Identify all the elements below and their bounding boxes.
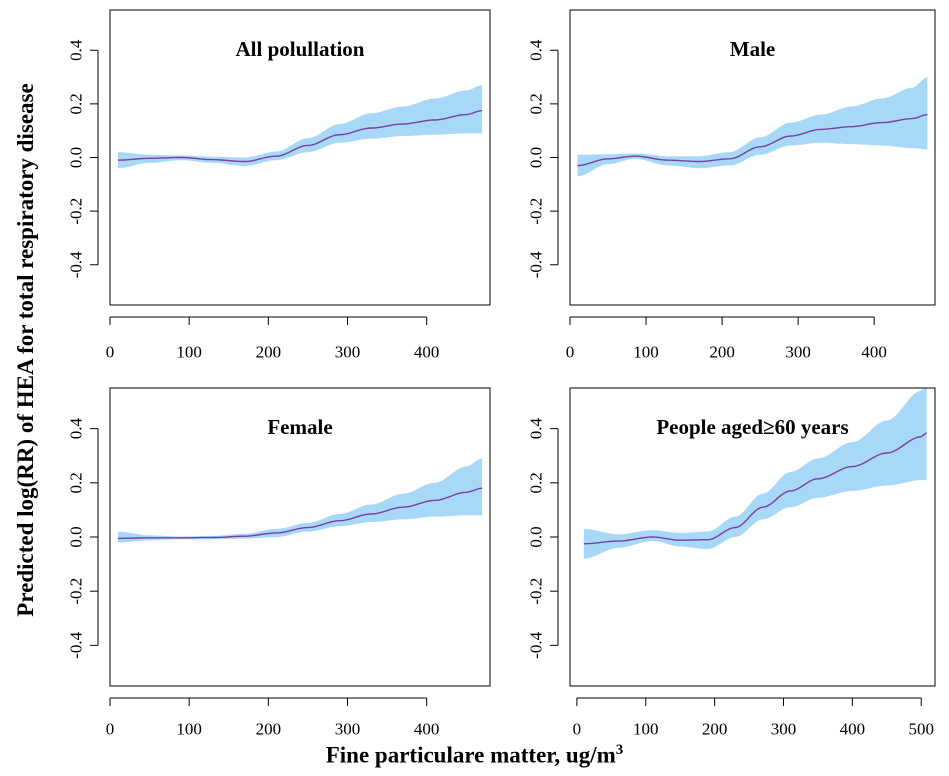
x-tick-label: 0 (106, 343, 115, 362)
y-tick-label: 0.0 (527, 526, 546, 547)
x-tick-label: 0 (573, 720, 582, 739)
x-tick-label: 400 (414, 343, 440, 362)
plot-frame (569, 9, 936, 306)
y-tick-label: -0.4 (527, 251, 546, 278)
x-tick-label: 200 (256, 343, 282, 362)
x-axis: 0 100 200 300 400 (106, 697, 440, 739)
panel-3: Female -0.4 -0.2 0.0 0.2 0.4 0 100 200 300 400 (67, 387, 491, 739)
x-axis-label-superscript: 3 (615, 742, 624, 758)
x-tick-label: 100 (633, 720, 659, 739)
x-axis-label: Fine particulare matter, ug/m (325, 742, 616, 768)
x-tick-label: 200 (702, 720, 728, 739)
x-tick-label: 200 (256, 720, 282, 739)
x-tick-label: 100 (633, 343, 659, 362)
fitted-line (117, 109, 483, 163)
x-tick-label: 400 (840, 720, 866, 739)
y-tick-label: 0.2 (527, 472, 546, 493)
confidence-band (117, 85, 483, 169)
x-tick-label: 300 (335, 720, 361, 739)
y-axis-label-container: Predicted log(RR) of HEA for total respi… (6, 0, 46, 700)
x-tick-label: 400 (861, 343, 887, 362)
x-tick-label: 100 (176, 720, 202, 739)
y-tick-label: 0.4 (527, 418, 546, 440)
panel-title: Male (730, 37, 775, 61)
x-axis-label-container: Fine particulare matter, ug/m3 (0, 742, 949, 769)
x-tick-label: 0 (566, 343, 575, 362)
x-tick-label: 300 (335, 343, 361, 362)
y-axis: -0.4 -0.2 0.0 0.2 0.4 (67, 418, 99, 659)
y-tick-label: 0.0 (67, 147, 86, 168)
plot-frame (569, 387, 936, 687)
y-tick-label: -0.4 (527, 631, 546, 658)
y-tick-label: 0.0 (67, 526, 86, 547)
fitted-line (577, 113, 928, 167)
x-tick-label: 500 (908, 720, 934, 739)
x-axis: 0 100 200 300 400 (106, 316, 440, 362)
confidence-band (117, 458, 483, 543)
fitted-line (117, 487, 483, 540)
y-tick-label: -0.2 (67, 198, 86, 225)
plot-frame (109, 9, 491, 306)
y-axis: -0.4 -0.2 0.0 0.2 0.4 (527, 418, 559, 659)
x-tick-label: 300 (785, 343, 811, 362)
y-tick-label: 0.2 (527, 93, 546, 114)
panel-2: Male -0.4 -0.2 0.0 0.2 0.4 0 100 200 300 400 (527, 9, 936, 362)
panel-1: All polullation -0.4 -0.2 0.0 0.2 0.4 0 100 200 3… (67, 9, 491, 362)
plot-frame (109, 387, 491, 687)
y-tick-label: -0.2 (67, 578, 86, 605)
confidence-band (583, 388, 927, 559)
x-axis: 0 100 200 300 400 (566, 316, 887, 362)
y-tick-label: -0.4 (67, 631, 86, 658)
y-tick-label: 0.2 (67, 472, 86, 493)
y-tick-label: 0.0 (527, 147, 546, 168)
fitted-line (583, 432, 928, 545)
x-tick-label: 300 (771, 720, 797, 739)
y-axis: -0.4 -0.2 0.0 0.2 0.4 (67, 39, 99, 278)
x-tick-label: 100 (176, 343, 202, 362)
y-tick-label: 0.4 (527, 39, 546, 61)
panel-title: All polullation (236, 37, 365, 61)
panel-title: People aged≥60 years (656, 415, 848, 439)
y-tick-label: 0.4 (67, 418, 86, 440)
x-tick-label: 0 (106, 720, 115, 739)
y-axis: -0.4 -0.2 0.0 0.2 0.4 (527, 39, 559, 278)
y-tick-label: -0.2 (527, 578, 546, 605)
y-tick-label: 0.2 (67, 93, 86, 114)
y-tick-label: -0.2 (527, 198, 546, 225)
y-tick-label: 0.4 (67, 39, 86, 61)
x-axis: 0 100 200 300 400 500 (573, 697, 934, 739)
y-axis-label: Predicted log(RR) of HEA for total respi… (13, 83, 38, 617)
panel-4: People aged≥60 years -0.4 -0.2 0.0 0.2 0.4 0 10… (527, 387, 936, 739)
y-tick-label: -0.4 (67, 251, 86, 278)
x-tick-label: 400 (414, 720, 440, 739)
panel-title: Female (267, 415, 332, 439)
x-tick-label: 200 (709, 343, 735, 362)
confidence-band (577, 77, 928, 177)
